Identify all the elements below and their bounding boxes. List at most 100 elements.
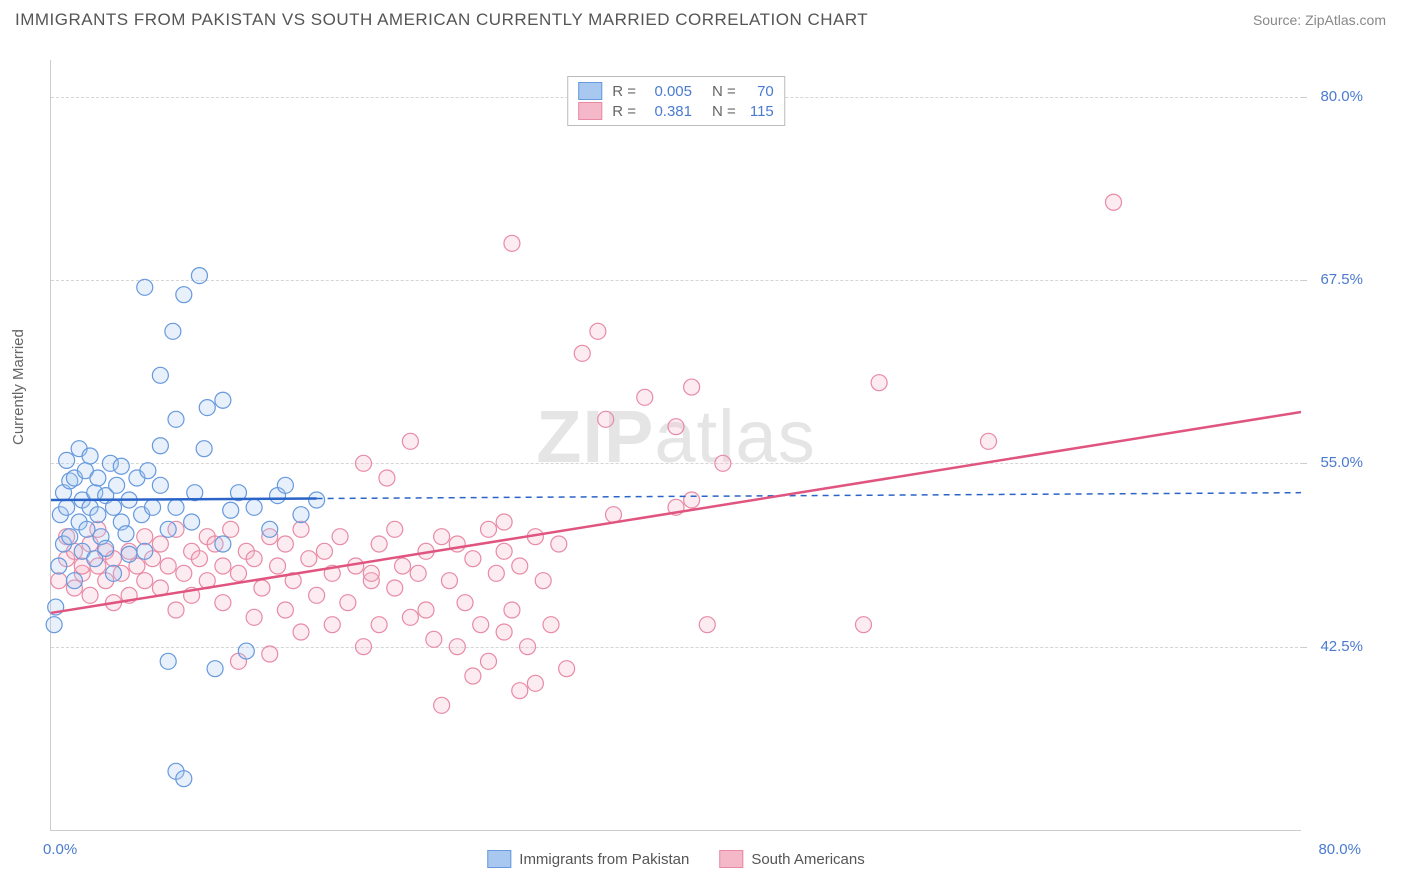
south-american-point <box>402 609 418 625</box>
south-american-point <box>168 602 184 618</box>
south-american-point <box>504 602 520 618</box>
south-american-point <box>512 683 528 699</box>
south-american-point <box>551 536 567 552</box>
pakistan-point <box>121 546 137 562</box>
pakistan-point <box>238 643 254 659</box>
scatter-svg <box>51 60 1301 830</box>
south-american-point <box>488 565 504 581</box>
chart-source: Source: ZipAtlas.com <box>1253 12 1386 28</box>
south-american-point <box>356 455 372 471</box>
pakistan-point <box>199 400 215 416</box>
n-label: N = <box>712 83 736 100</box>
legend-stats: R = 0.005 N = 70 R = 0.381 N = 115 <box>567 76 785 126</box>
y-tick-label: 67.5% <box>1320 271 1363 288</box>
south-american-point <box>340 595 356 611</box>
pakistan-point <box>309 492 325 508</box>
south-american-point <box>637 389 653 405</box>
y-axis-label: Currently Married <box>10 329 27 445</box>
pakistan-point <box>51 558 67 574</box>
south-american-point <box>215 558 231 574</box>
south-american-point <box>51 573 67 589</box>
y-tick-label: 42.5% <box>1320 638 1363 655</box>
south-american-point <box>316 543 332 559</box>
pakistan-point <box>184 514 200 530</box>
south-american-point <box>520 639 536 655</box>
y-tick-label: 80.0% <box>1320 88 1363 105</box>
pakistan-point <box>277 477 293 493</box>
south-american-point <box>387 580 403 596</box>
south-american-point <box>481 653 497 669</box>
pakistan-trend-line-dash <box>317 493 1301 499</box>
pakistan-point <box>207 661 223 677</box>
r-label: R = <box>612 83 636 100</box>
south-american-point <box>371 536 387 552</box>
pakistan-point <box>168 411 184 427</box>
pakistan-point <box>160 521 176 537</box>
pakistan-point <box>223 502 239 518</box>
source-value: ZipAtlas.com <box>1305 12 1386 28</box>
pakistan-point <box>66 573 82 589</box>
south-american-point <box>496 624 512 640</box>
south-american-point <box>324 617 340 633</box>
south-american-point <box>590 323 606 339</box>
pakistan-point <box>106 565 122 581</box>
pakistan-point <box>160 653 176 669</box>
south-american-point <box>684 379 700 395</box>
south-american-point <box>246 551 262 567</box>
south-american-point <box>277 602 293 618</box>
south-american-point <box>223 521 239 537</box>
pakistan-point <box>98 540 114 556</box>
r-label: R = <box>612 103 636 120</box>
south-american-point <box>465 551 481 567</box>
south-american-point <box>191 551 207 567</box>
south-american-point <box>527 675 543 691</box>
south-american-point <box>82 587 98 603</box>
south-american-point <box>301 551 317 567</box>
legend-stats-south-american: R = 0.381 N = 115 <box>578 101 774 121</box>
pakistan-point <box>137 543 153 559</box>
pakistan-point <box>196 441 212 457</box>
south-american-point <box>363 565 379 581</box>
south-american-point <box>152 536 168 552</box>
x-tick-min: 0.0% <box>43 841 77 858</box>
south-american-swatch-icon <box>578 102 602 120</box>
south-american-swatch-icon <box>719 850 743 868</box>
south-american-point <box>379 470 395 486</box>
pakistan-point <box>293 507 309 523</box>
legend-item-pakistan: Immigrants from Pakistan <box>487 850 689 868</box>
south-american-point <box>215 595 231 611</box>
south-american-n-value: 115 <box>744 103 774 120</box>
south-american-point <box>473 617 489 633</box>
south-american-point <box>559 661 575 677</box>
south-american-point <box>395 558 411 574</box>
chart-title: IMMIGRANTS FROM PAKISTAN VS SOUTH AMERIC… <box>15 10 868 30</box>
south-american-point <box>356 639 372 655</box>
south-american-point <box>481 521 497 537</box>
pakistan-point <box>46 617 62 633</box>
south-american-label: South Americans <box>751 851 864 868</box>
south-american-point <box>1106 194 1122 210</box>
x-tick-max: 80.0% <box>1318 841 1361 858</box>
south-american-point <box>465 668 481 684</box>
pakistan-point <box>215 536 231 552</box>
south-american-point <box>418 602 434 618</box>
south-american-point <box>981 433 997 449</box>
south-american-point <box>668 419 684 435</box>
pakistan-point <box>140 463 156 479</box>
pakistan-point <box>59 452 75 468</box>
pakistan-point <box>152 438 168 454</box>
pakistan-point <box>262 521 278 537</box>
south-american-point <box>856 617 872 633</box>
south-american-point <box>598 411 614 427</box>
south-american-point <box>293 624 309 640</box>
pakistan-point <box>82 448 98 464</box>
chart-container: Currently Married 42.5%55.0%67.5%80.0% Z… <box>15 45 1390 880</box>
pakistan-label: Immigrants from Pakistan <box>519 851 689 868</box>
south-american-point <box>402 433 418 449</box>
south-american-point <box>426 631 442 647</box>
south-american-point <box>137 573 153 589</box>
pakistan-point <box>152 367 168 383</box>
south-american-point <box>137 529 153 545</box>
south-american-point <box>246 609 262 625</box>
pakistan-point <box>59 499 75 515</box>
